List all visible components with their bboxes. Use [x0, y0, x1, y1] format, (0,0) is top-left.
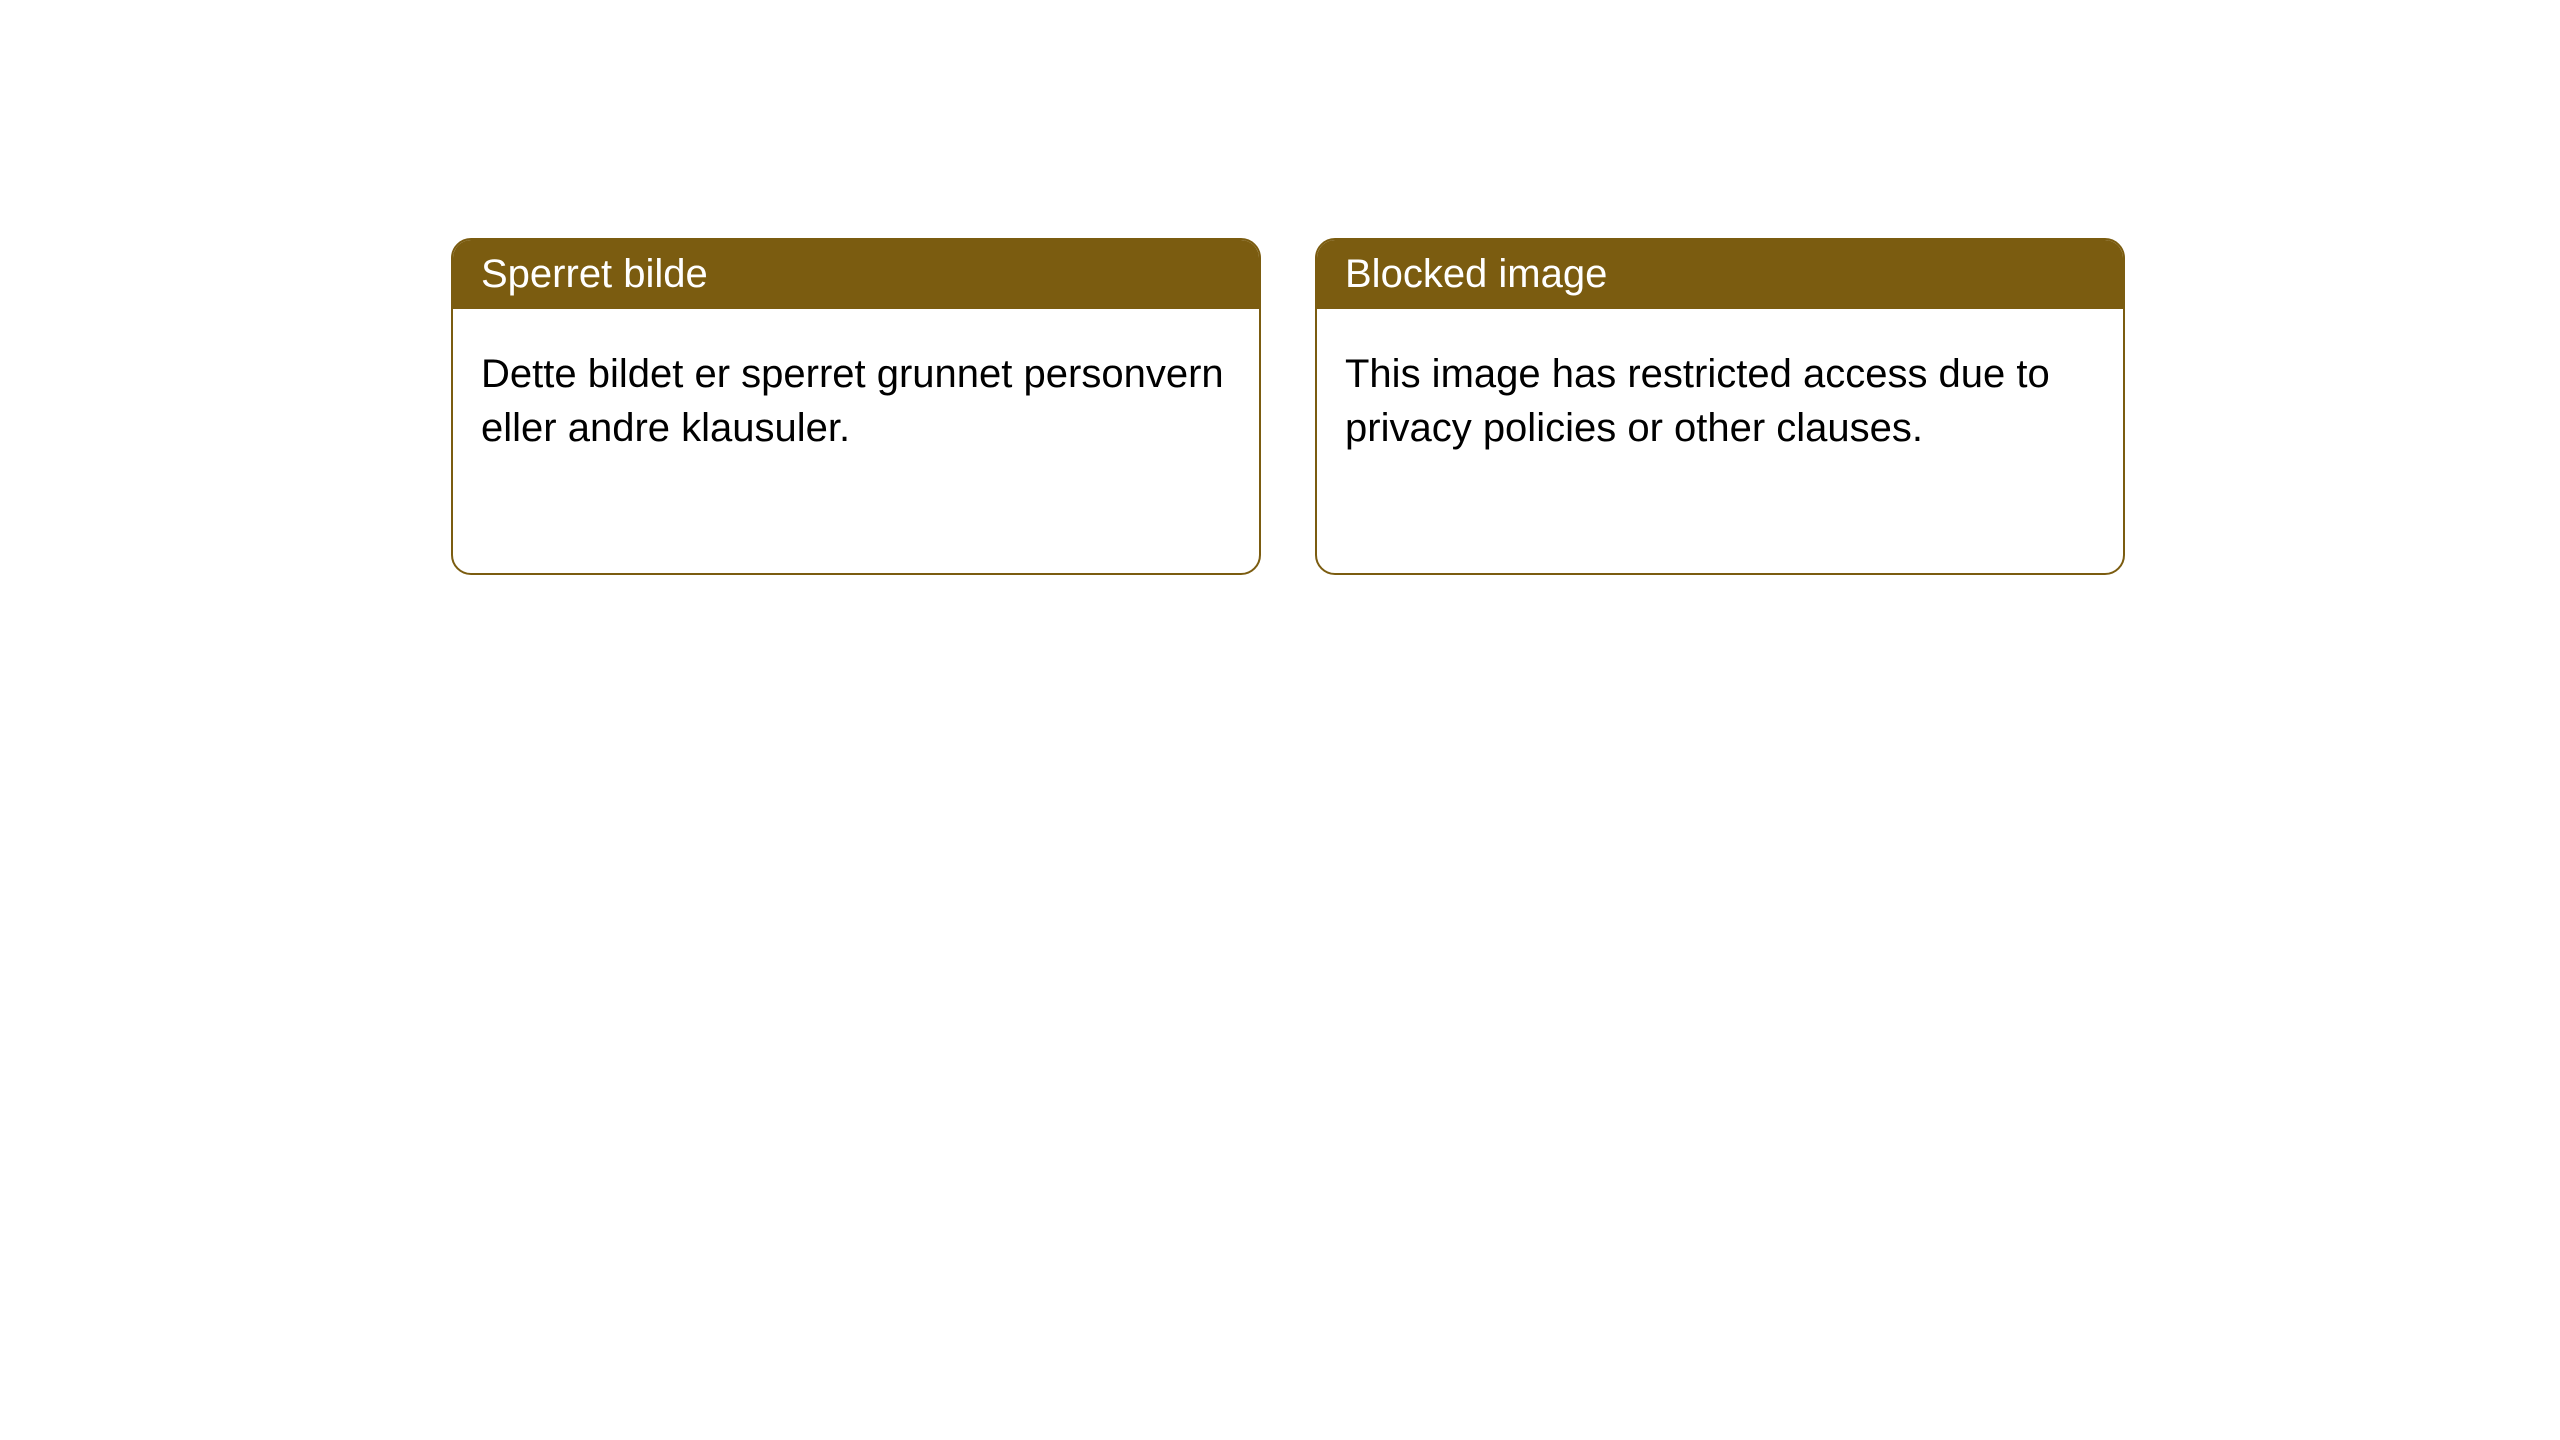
notice-cards-container: Sperret bilde Dette bildet er sperret gr… — [451, 238, 2125, 575]
card-message: This image has restricted access due to … — [1345, 352, 2050, 450]
notice-card-english: Blocked image This image has restricted … — [1315, 238, 2125, 575]
card-message: Dette bildet er sperret grunnet personve… — [481, 352, 1224, 450]
card-title: Blocked image — [1345, 252, 1607, 296]
card-body: This image has restricted access due to … — [1317, 309, 2123, 493]
notice-card-norwegian: Sperret bilde Dette bildet er sperret gr… — [451, 238, 1261, 575]
card-body: Dette bildet er sperret grunnet personve… — [453, 309, 1259, 493]
card-title: Sperret bilde — [481, 252, 708, 296]
card-header: Sperret bilde — [453, 240, 1259, 309]
card-header: Blocked image — [1317, 240, 2123, 309]
